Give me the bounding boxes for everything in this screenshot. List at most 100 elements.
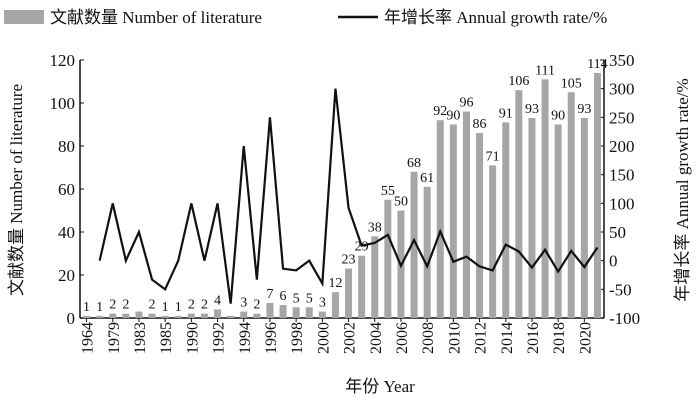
- x-tick-label: 1996: [263, 322, 280, 354]
- x-tick-label: 1990: [184, 322, 201, 354]
- bar-value-label: 5: [293, 291, 300, 306]
- x-tick-label: 1964: [80, 322, 97, 354]
- y-right-tick-label: 150: [609, 166, 635, 185]
- x-axis-title: 年份 Year: [345, 377, 415, 396]
- bar: [345, 268, 353, 318]
- bar-value-label: 61: [420, 171, 434, 186]
- y-left-tick-label: 60: [58, 180, 75, 199]
- bar-value-label: 114: [587, 57, 607, 72]
- bar: [253, 313, 261, 318]
- x-tick-label: 1985: [158, 322, 175, 354]
- legend-bar-swatch: [4, 10, 44, 24]
- bar-value-label: 38: [368, 220, 382, 235]
- bar: [279, 305, 287, 318]
- bar-value-label: 91: [499, 106, 513, 121]
- bar: [240, 311, 248, 318]
- bar: [266, 302, 274, 318]
- bar-value-label: 71: [486, 149, 500, 164]
- x-tick-label: 2016: [525, 322, 542, 354]
- bar-value-label: 55: [381, 184, 395, 199]
- bar: [515, 90, 523, 318]
- x-tick-label: 2012: [473, 322, 490, 354]
- bar: [554, 124, 562, 318]
- bar: [292, 307, 300, 318]
- x-tick-label: 2006: [394, 322, 411, 354]
- y-right-tick-label: 250: [609, 108, 635, 127]
- growth-rate-line: [98, 88, 599, 304]
- bar: [489, 165, 497, 318]
- y-left-tick-label: 80: [58, 137, 75, 156]
- bar: [449, 124, 457, 318]
- bar-value-label: 105: [561, 76, 582, 91]
- y-right-tick-label: 350: [609, 51, 635, 70]
- bar: [187, 313, 195, 318]
- legend-bar-label: 文献数量 Number of literature: [50, 8, 262, 27]
- bar: [541, 79, 549, 318]
- y-left-tick-label: 0: [67, 309, 76, 328]
- bar-value-label: 1: [83, 300, 90, 315]
- bar-value-label: 2: [188, 298, 195, 313]
- bar: [528, 118, 536, 318]
- bar: [410, 171, 418, 318]
- y-right-tick-label: 100: [609, 194, 635, 213]
- x-tick-label: 1983: [132, 322, 149, 354]
- bar-value-label: 7: [266, 287, 273, 302]
- bar-value-label: 5: [306, 291, 313, 306]
- bar: [305, 307, 313, 318]
- bar: [83, 315, 91, 318]
- x-tick-label: 2000: [315, 322, 332, 354]
- x-tick-label: 2020: [577, 322, 594, 354]
- y-left-tick-label: 120: [50, 51, 76, 70]
- x-tick-label: 1998: [289, 322, 306, 354]
- y-axis-left-title: 文献数量 Number of literature: [7, 84, 26, 296]
- bar: [476, 133, 484, 318]
- bar-value-label: 3: [240, 296, 247, 311]
- bar: [148, 313, 156, 318]
- bar-value-label: 90: [446, 109, 460, 124]
- bar: [384, 199, 392, 318]
- bar-value-label: 3: [319, 296, 326, 311]
- bar-value-label: 86: [473, 117, 487, 132]
- bar: [331, 292, 339, 318]
- bar-value-label: 23: [342, 253, 356, 268]
- x-tick-label: 2014: [499, 322, 516, 354]
- bar: [423, 186, 431, 318]
- bar: [122, 313, 130, 318]
- y-axis-right-title: 年增长率 Annual growth rate/%: [673, 78, 692, 301]
- x-tick-label: 2002: [342, 322, 359, 354]
- bar-value-label: 2: [201, 298, 208, 313]
- bar-value-label: 93: [577, 102, 591, 117]
- bar-value-label: 1: [175, 300, 182, 315]
- bar: [200, 313, 208, 318]
- bar-value-label: 111: [535, 63, 555, 78]
- bar-value-label: 92: [433, 104, 447, 119]
- y-left-tick-label: 100: [50, 94, 76, 113]
- bar-value-label: 2: [109, 298, 116, 313]
- bar: [567, 92, 575, 318]
- bar: [109, 313, 117, 318]
- bar: [371, 236, 379, 318]
- bar: [436, 120, 444, 318]
- bar-value-label: 1: [96, 300, 103, 315]
- legend-line-label: 年增长率 Annual growth rate/%: [384, 8, 607, 27]
- x-tick-label: 1979: [106, 322, 123, 354]
- bar: [227, 315, 235, 318]
- bar-value-label: 50: [394, 195, 408, 210]
- y-right-tick-label: 0: [609, 252, 618, 271]
- bar: [462, 111, 470, 318]
- bar: [135, 311, 143, 318]
- x-tick-label: 1994: [237, 322, 254, 354]
- y-right-tick-label: 200: [609, 137, 635, 156]
- x-tick-label: 2004: [368, 322, 385, 354]
- bar-value-label: 12: [328, 276, 342, 291]
- bar-value-label: 68: [407, 156, 421, 171]
- bar-value-label: 2: [253, 298, 260, 313]
- bar-value-label: 2: [122, 298, 129, 313]
- bar-value-label: 29: [355, 240, 369, 255]
- bar: [502, 122, 510, 318]
- bar: [174, 315, 182, 318]
- y-right-tick-label: -100: [609, 309, 640, 328]
- bar-value-label: 90: [551, 109, 565, 124]
- bar: [161, 315, 169, 318]
